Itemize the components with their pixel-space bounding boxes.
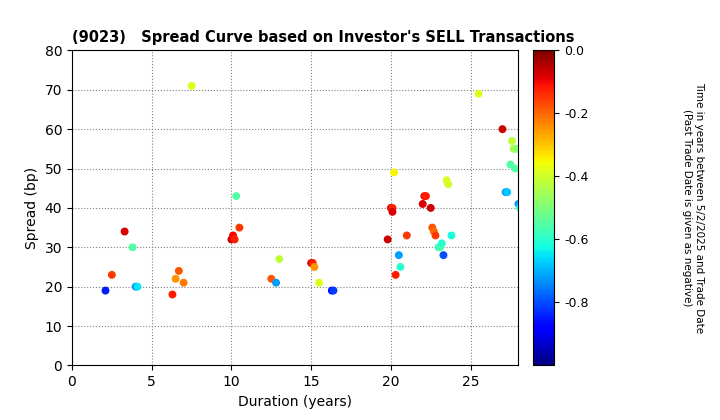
Point: [305, 260, 317, 266]
Point: [230, 193, 242, 199]
Point: [106, 271, 117, 278]
Text: (9023)   Spread Curve based on Investor's SELL Transactions: (9023) Spread Curve based on Investor's …: [72, 30, 575, 45]
Point: [127, 244, 138, 251]
Point: [433, 244, 444, 251]
Point: [186, 82, 197, 89]
Point: [387, 205, 398, 211]
Point: [173, 268, 184, 274]
Point: [506, 138, 518, 144]
Point: [328, 287, 339, 294]
Point: [505, 161, 516, 168]
Point: [426, 224, 438, 231]
Point: [132, 283, 143, 290]
Point: [178, 279, 189, 286]
Point: [225, 236, 237, 243]
Point: [401, 232, 413, 239]
Point: [516, 185, 527, 192]
Point: [393, 252, 405, 258]
Point: [119, 228, 130, 235]
Point: [446, 232, 457, 239]
Point: [229, 236, 240, 243]
Point: [500, 189, 511, 196]
Point: [514, 205, 526, 211]
Point: [425, 205, 436, 211]
Point: [307, 260, 318, 266]
Point: [130, 283, 142, 290]
Point: [417, 201, 428, 207]
Point: [326, 287, 338, 294]
Point: [443, 181, 454, 188]
Point: [309, 264, 320, 270]
Point: [513, 201, 524, 207]
Point: [228, 232, 239, 239]
Point: [501, 189, 513, 196]
Point: [418, 193, 430, 199]
Point: [313, 279, 325, 286]
Point: [270, 279, 282, 286]
Point: [473, 90, 485, 97]
X-axis label: Duration (years): Duration (years): [238, 395, 352, 409]
Y-axis label: Time in years between 5/2/2025 and Trade Date
(Past Trade Date is given as negat: Time in years between 5/2/2025 and Trade…: [682, 82, 703, 333]
Point: [388, 169, 400, 176]
Point: [395, 264, 406, 270]
Point: [387, 208, 398, 215]
Point: [441, 177, 452, 184]
Point: [233, 224, 245, 231]
Point: [385, 205, 397, 211]
Point: [438, 252, 449, 258]
Point: [497, 126, 508, 132]
Point: [510, 165, 521, 172]
Point: [508, 145, 519, 152]
Point: [428, 228, 440, 235]
Point: [274, 256, 285, 262]
Point: [436, 240, 448, 247]
Point: [266, 276, 277, 282]
Point: [434, 244, 446, 251]
Point: [167, 291, 179, 298]
Y-axis label: Spread (bp): Spread (bp): [25, 167, 39, 249]
Point: [390, 271, 402, 278]
Point: [420, 193, 432, 199]
Point: [511, 145, 523, 152]
Point: [382, 236, 393, 243]
Point: [430, 232, 441, 239]
Point: [99, 287, 111, 294]
Point: [170, 276, 181, 282]
